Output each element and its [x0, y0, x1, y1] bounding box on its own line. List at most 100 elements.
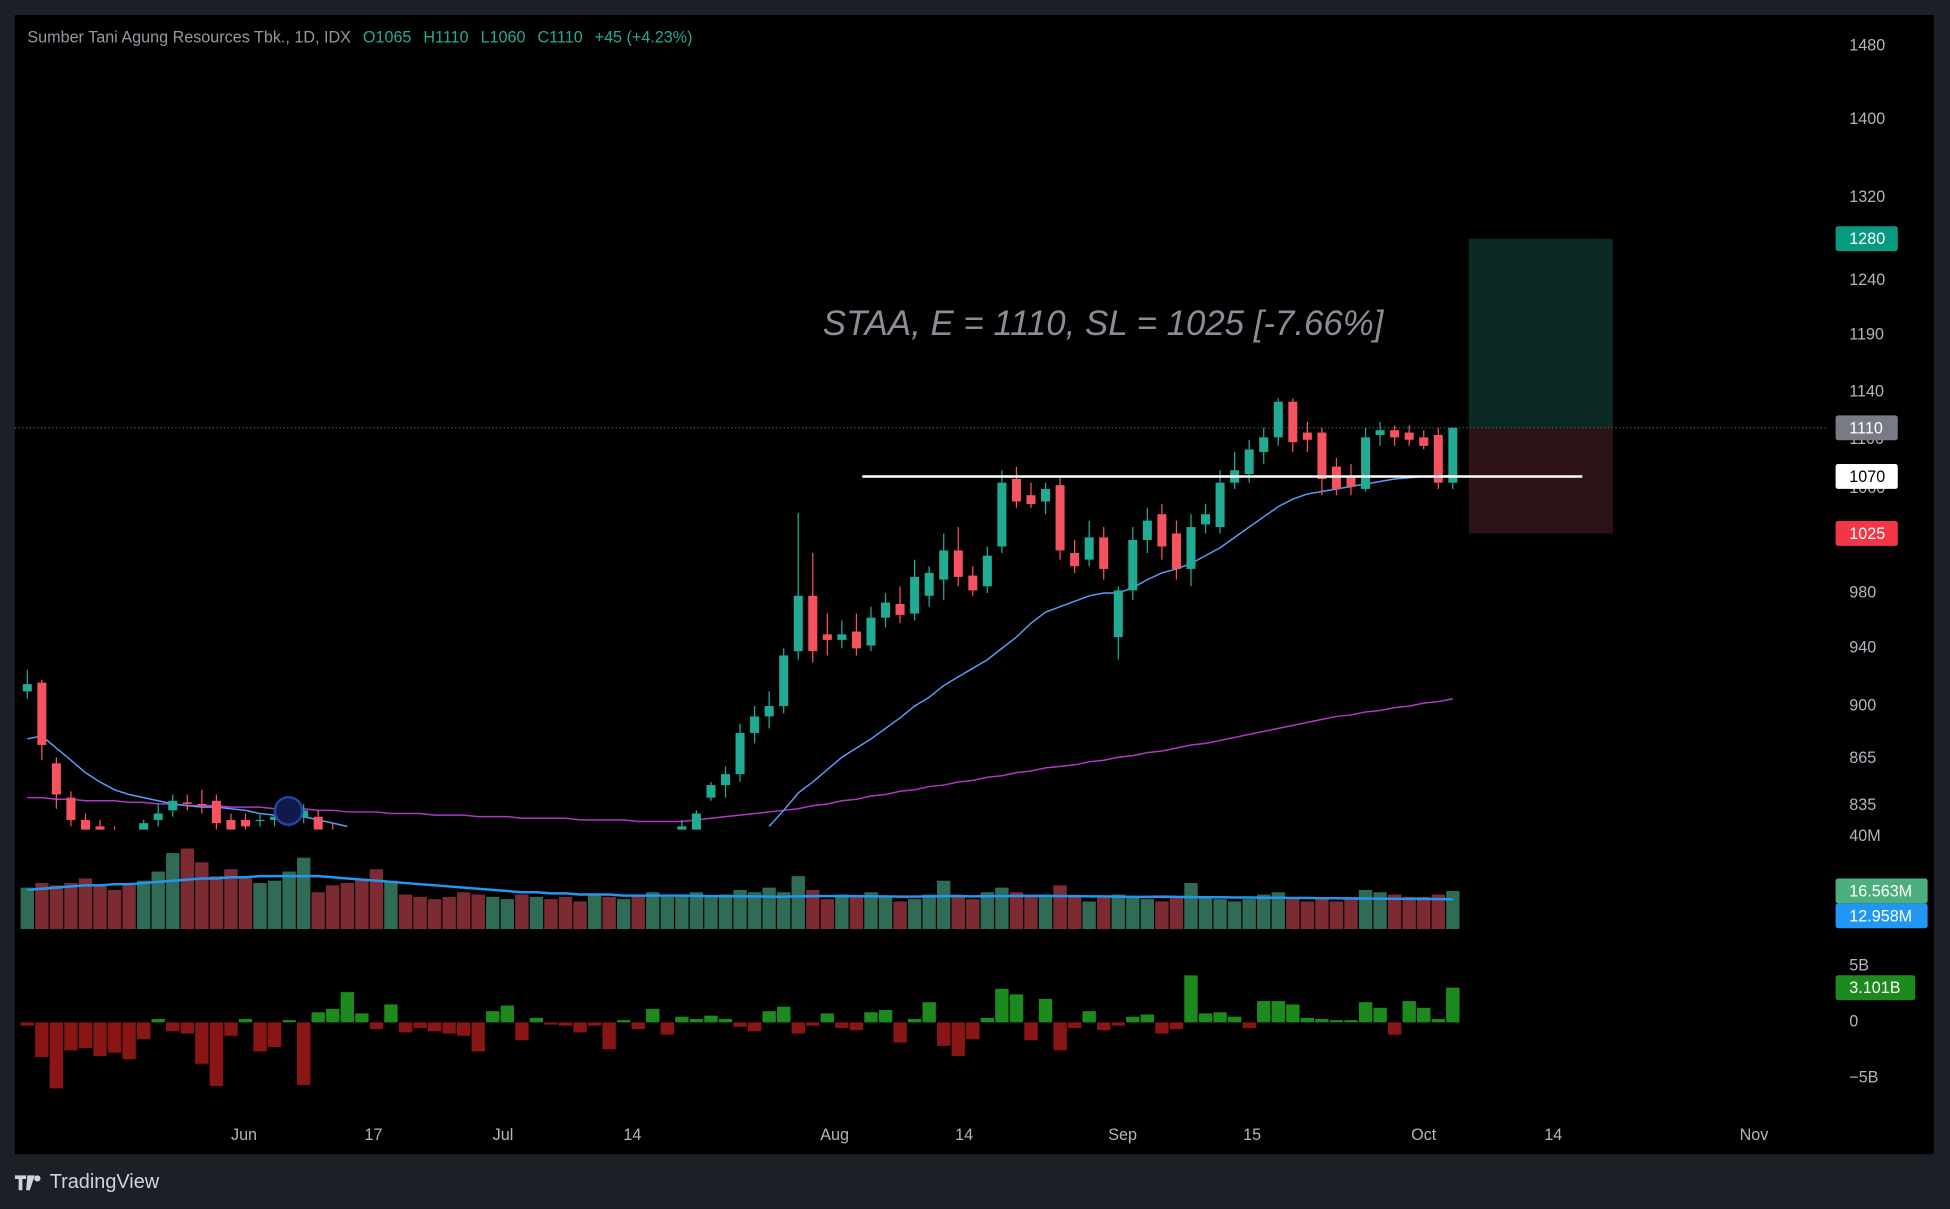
volume-bar	[1140, 899, 1155, 930]
net-flow-tick-label: −5B	[1849, 1069, 1878, 1087]
net-flow-bar	[1227, 1016, 1242, 1023]
net-flow-bar	[1417, 1007, 1431, 1023]
volume-bar	[1242, 899, 1256, 930]
volume-bar	[747, 892, 762, 930]
volume-bar	[718, 894, 733, 930]
x-tick-label: Oct	[1411, 1126, 1437, 1144]
candle-body	[299, 810, 309, 817]
volume-bar	[78, 878, 93, 930]
volume-bar	[806, 889, 820, 930]
net-flow-bar	[558, 1022, 573, 1026]
candle-body	[1390, 430, 1400, 438]
candle-body	[313, 816, 323, 830]
y-tick-label: 1480	[1849, 36, 1885, 54]
x-tick-label: 17	[364, 1126, 382, 1144]
net-flow-bar	[1067, 1022, 1082, 1028]
volume-bar	[122, 883, 136, 930]
candle-body	[735, 732, 745, 775]
volume-bar	[1344, 896, 1358, 930]
candle-body	[1157, 514, 1167, 547]
net-flow-bar	[355, 1013, 369, 1023]
net-flow-bar	[1097, 1022, 1111, 1031]
volume-bar	[1024, 896, 1038, 930]
volume-bar	[966, 899, 980, 930]
net-flow-bar	[791, 1022, 805, 1034]
net-flow-bar	[1329, 1020, 1344, 1023]
net-flow-bar	[646, 1008, 660, 1023]
candle-body	[837, 634, 847, 640]
net-flow-bar	[1024, 1022, 1038, 1041]
volume-bar	[1431, 894, 1445, 930]
stop-price-label: 1025	[1849, 525, 1885, 543]
candle-body	[1215, 482, 1225, 528]
volume-bar	[733, 889, 747, 930]
symbol-title: Sumber Tani Agung Resources Tbk., 1D, ID…	[27, 29, 351, 47]
volume-bar	[64, 883, 78, 930]
candle-body	[1055, 485, 1065, 551]
axes: Jun 17 Jul 14 Aug 14 Sep 15 Oct 14 Nov 1480 1400 1320…	[231, 36, 1928, 1144]
candle-body	[997, 482, 1007, 547]
volume-bar	[136, 880, 151, 930]
net-flow-bar	[1402, 1001, 1416, 1023]
volume-bar	[369, 869, 384, 930]
x-tick-label: Jul	[493, 1126, 514, 1144]
candle-body	[1244, 449, 1254, 475]
volume-bar	[922, 894, 936, 930]
candle-body	[95, 826, 105, 830]
net-flow-bar	[937, 1022, 951, 1046]
net-flow-bar	[849, 1022, 864, 1031]
volume-bar	[209, 876, 224, 930]
volume-bar	[1315, 899, 1329, 930]
volume-ma-line	[27, 874, 1453, 901]
volume-bar	[1169, 896, 1184, 930]
net-flow-bar	[471, 1022, 485, 1052]
volume-bar	[980, 892, 995, 930]
net-flow-tick-label: 5B	[1849, 957, 1869, 975]
candle-body	[1070, 553, 1080, 567]
net-flow-bar	[486, 1011, 500, 1023]
volume-bar	[1227, 901, 1242, 930]
candle-body	[982, 555, 992, 587]
ohlc-change: +45 (+4.23%)	[595, 29, 693, 47]
target-price-label: 1280	[1849, 230, 1885, 248]
net-flow-bar	[180, 1022, 194, 1034]
volume-bar	[456, 892, 471, 930]
candle-body	[1011, 478, 1021, 502]
volume-bar	[253, 883, 267, 930]
net-flow-bar	[631, 1022, 645, 1030]
candle-body	[953, 550, 963, 577]
candle-body	[240, 819, 250, 827]
candle-body	[255, 819, 265, 822]
net-flow-bar	[806, 1022, 820, 1026]
volume-tick-label: 40M	[1849, 827, 1880, 845]
volume-bar	[1184, 883, 1198, 930]
volume-bar	[442, 896, 456, 930]
volume-bar	[427, 899, 442, 930]
y-tick-label: 1140	[1849, 383, 1884, 401]
candle-body	[1113, 590, 1123, 638]
volume-bar	[486, 896, 500, 930]
candle-body	[1026, 495, 1036, 505]
net-flow-bar	[1315, 1018, 1329, 1023]
volume-bar	[1358, 889, 1373, 930]
net-flow-bar	[1169, 1022, 1184, 1030]
volume-bar	[995, 887, 1009, 930]
candle-body	[197, 803, 207, 806]
volume-bar	[864, 892, 878, 930]
candle-body	[270, 816, 280, 820]
volume-bar	[616, 899, 631, 930]
candle-body	[211, 800, 221, 824]
volume-bar	[296, 857, 311, 930]
candle-body	[939, 550, 949, 580]
volume-bar	[660, 896, 675, 930]
y-tick-label: 1240	[1849, 271, 1885, 289]
event-marker[interactable]	[273, 796, 304, 826]
candle-body	[779, 655, 789, 707]
candle-body	[866, 617, 876, 646]
net-flow-bar	[1446, 987, 1460, 1023]
net-flow-bar	[20, 1022, 34, 1026]
ohlc-open: O1065	[363, 29, 412, 47]
volume-bar	[602, 896, 616, 930]
entry-price-box	[1835, 415, 1898, 441]
volume-bar	[515, 894, 529, 930]
